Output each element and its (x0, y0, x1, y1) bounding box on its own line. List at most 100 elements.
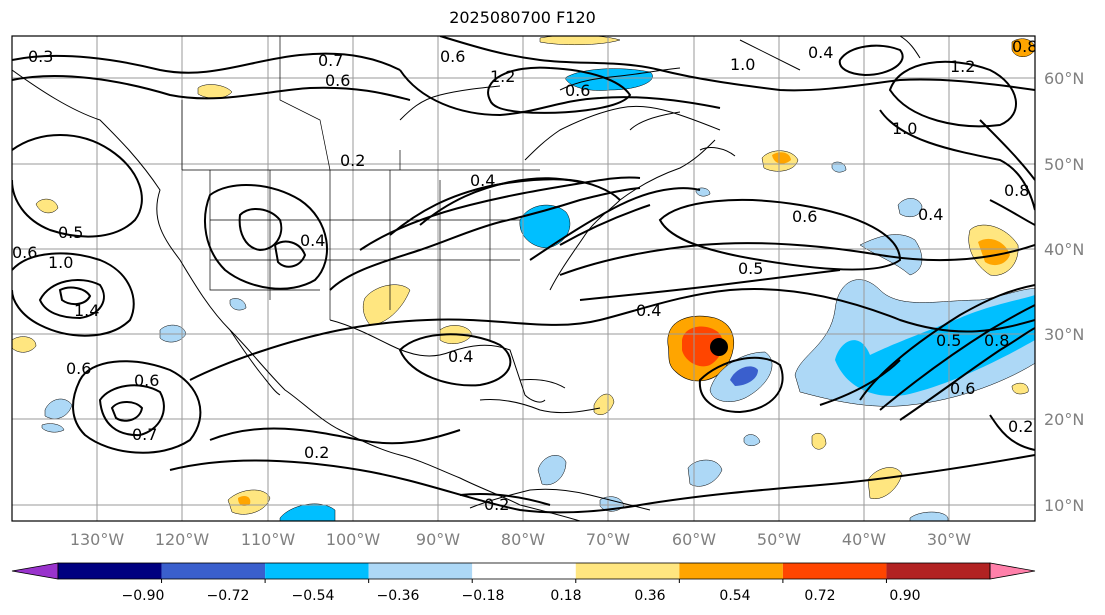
shade-warm-nw (197, 84, 233, 99)
contour-label-group: 0.3 0.7 0.6 0.6 1.2 1.0 0.4 1.2 0.8 0.5 … (12, 37, 1037, 514)
colorbar-segment (472, 563, 576, 579)
lon-label: 100°W (326, 530, 381, 549)
shade-cold-northeast (519, 204, 571, 249)
shade-warm-caribbean (593, 393, 615, 415)
contour-label: 0.6 (792, 207, 817, 226)
colorbar-ticks (161, 579, 887, 583)
contour-label: 1.0 (730, 55, 755, 74)
lat-label: 40°N (1044, 240, 1084, 259)
storm-position-marker (710, 338, 728, 356)
lon-label: 30°W (927, 530, 971, 549)
shade-cold-nw-pac (229, 298, 247, 311)
contour-label: 0.4 (918, 205, 943, 224)
shade-warm-top (539, 36, 621, 46)
shade-warmer-pacific (238, 496, 251, 506)
colorbar-segment (679, 563, 783, 579)
colorbar-segment (575, 563, 680, 579)
map-title: 2025080700 F120 (449, 8, 596, 27)
shade-colder-storm (730, 366, 758, 386)
contour-label: 0.2 (484, 495, 509, 514)
lat-label: 60°N (1044, 69, 1084, 88)
shade-warm-se (867, 467, 903, 500)
colorbar-segment (58, 563, 162, 579)
contour-label: 0.8 (984, 331, 1009, 350)
lon-label: 60°W (672, 530, 716, 549)
colorbar-extend-high (989, 562, 1036, 580)
contour-label: 1.4 (74, 301, 99, 320)
contour-lines (12, 36, 1035, 514)
lon-label: 130°W (70, 530, 125, 549)
contour-label: 1.2 (950, 57, 975, 76)
colorbar-tick-label: −0.72 (207, 588, 250, 604)
contour-label: 0.2 (340, 151, 365, 170)
contour-label: 0.2 (1008, 417, 1033, 436)
colorbar-segment (782, 563, 887, 579)
lon-label: 50°W (757, 530, 801, 549)
colorbar-frame (57, 562, 991, 580)
shade-warmer-40n (978, 238, 1010, 266)
contour-label: 0.6 (66, 359, 91, 378)
lat-label: 50°N (1044, 155, 1084, 174)
lon-label: 110°W (241, 530, 296, 549)
colorbar-segments (11, 562, 1036, 580)
coastlines (12, 36, 921, 521)
colorbar-extend-low (11, 562, 59, 580)
shade-cold-wpacific (44, 398, 73, 419)
shade-cold-carib-c (743, 434, 761, 446)
latitude-axis: 60°N 50°N 40°N 30°N 20°N 10°N (1044, 69, 1084, 515)
state-borders (181, 36, 540, 340)
shade-cold-pacific-s (279, 503, 336, 521)
contour-label: 0.6 (950, 379, 975, 398)
colorbar-tick-label: −0.36 (377, 588, 420, 604)
longitude-axis: 130°W 120°W 110°W 100°W 90°W 80°W 70°W 6… (70, 530, 971, 549)
contour-label: 0.4 (636, 301, 661, 320)
colorbar-segment (161, 563, 266, 579)
contour-label: 1.0 (48, 253, 73, 272)
contour-label: 0.5 (738, 259, 763, 278)
shade-warm-e22 (1011, 382, 1029, 395)
shade-cold-carib (537, 455, 567, 486)
lat-label: 20°N (1044, 410, 1084, 429)
contour-label: 0.3 (28, 47, 53, 66)
contour-label: 0.2 (304, 443, 329, 462)
shade-cold-wpacific-b (41, 423, 65, 433)
colorbar: −0.90 −0.72 −0.54 −0.36 −0.18 0.18 0.36 … (11, 562, 1036, 604)
graticule (12, 36, 1035, 521)
map-plot-area: 0.3 0.7 0.6 0.6 1.2 1.0 0.4 1.2 0.8 0.5 … (12, 36, 1037, 521)
lon-label: 80°W (501, 530, 545, 549)
contour-label: 0.8 (1012, 37, 1037, 56)
colorbar-tick-label: −0.54 (292, 588, 335, 604)
contour-label: 0.6 (440, 47, 465, 66)
shade-warm-e20 (811, 433, 827, 450)
contour-label: 0.4 (300, 231, 325, 250)
contour-label: 0.6 (134, 371, 159, 390)
lon-label: 40°W (842, 530, 886, 549)
contour-label: 0.4 (448, 347, 473, 366)
shade-cold-40n (859, 234, 923, 276)
contour-label: 0.5 (936, 331, 961, 350)
contour-label: 0.6 (565, 81, 590, 100)
contour-label: 0.4 (470, 171, 495, 190)
contour-label: 0.7 (318, 51, 343, 70)
contour-label: 1.0 (892, 119, 917, 138)
contour-label: 0.7 (132, 425, 157, 444)
contour-label: 0.4 (808, 43, 833, 62)
colorbar-tick-label: 0.18 (550, 588, 581, 604)
shade-cold-e50 (831, 161, 847, 173)
shade-warmer-50n (772, 152, 791, 164)
shade-warm-left-b (12, 336, 37, 353)
colorbar-segment (368, 563, 473, 579)
plot-frame (11, 35, 1036, 522)
lat-label: 10°N (1044, 496, 1084, 515)
lat-label: 30°N (1044, 325, 1084, 344)
colorbar-tick-label: −0.90 (122, 588, 165, 604)
colorbar-tick-label: 0.54 (719, 588, 750, 604)
contour-label: 0.6 (325, 71, 350, 90)
shade-cold-carib-b (687, 459, 723, 487)
shade-warm-gulf (362, 284, 411, 326)
lon-label: 120°W (155, 530, 210, 549)
lon-label: 70°W (586, 530, 630, 549)
contour-label: 0.8 (1004, 181, 1029, 200)
contour-label: 0.5 (58, 223, 83, 242)
